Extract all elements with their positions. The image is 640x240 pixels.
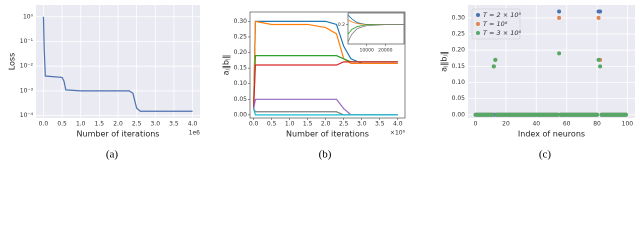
y-tick-label: 0.05 — [452, 95, 466, 102]
y-tick-label: 0.2 — [338, 22, 345, 28]
x-tick-label: 3.5 — [169, 121, 179, 128]
y-tick-label: 0.05 — [234, 96, 248, 103]
point — [595, 112, 600, 117]
x-tick-label: 40 — [532, 121, 540, 128]
x-offset-text: 1e6 — [189, 130, 201, 137]
y-tick-label: 10⁻³ — [20, 87, 34, 94]
line — [347, 24, 404, 43]
plot-background — [348, 13, 404, 44]
point — [491, 64, 496, 69]
point — [557, 51, 562, 56]
axes-frame — [249, 11, 406, 119]
x-tick-label: 0.5 — [57, 121, 67, 128]
x-tick-label: 3.5 — [375, 121, 385, 128]
x-tick-label: 100 — [622, 121, 634, 128]
legend-label: T = 10⁶ — [483, 20, 508, 28]
point — [623, 112, 628, 117]
point — [493, 57, 498, 62]
x-tick-label: 1.5 — [95, 121, 105, 128]
x-offset-text: ×10⁶ — [390, 130, 406, 137]
caption: (a) — [106, 149, 119, 161]
legend-label: T = 3 × 10⁶ — [483, 29, 522, 37]
y-tick-label: 0.10 — [452, 79, 466, 86]
axes-frame — [347, 12, 405, 45]
y-tick-label: 10⁻² — [20, 63, 34, 70]
line — [42, 16, 193, 112]
caption: (c) — [539, 149, 552, 161]
y-axis-label: Loss — [8, 53, 17, 71]
chart: 0 20 40 60 80 100 0.00 0.05 0.10 0.15 0.20 0.25 0.30… — [440, 5, 635, 161]
legend-marker — [476, 13, 480, 17]
legend-marker — [476, 31, 480, 35]
x-tick-label: 3.0 — [150, 121, 160, 128]
x-tick-label: 0.5 — [267, 121, 277, 128]
y-tick-label: 0.00 — [452, 111, 466, 118]
point — [490, 112, 495, 117]
y-tick-label: 10⁰ — [23, 13, 34, 20]
y-tick-label: 0.00 — [234, 111, 248, 118]
y-tick-label: 0.10 — [234, 80, 248, 87]
x-tick-label: 20000 — [378, 48, 392, 54]
legend-marker — [476, 22, 480, 26]
x-tick-label: 10000 — [360, 48, 374, 54]
x-tick-label: 4.0 — [393, 121, 403, 128]
x-tick-label: 1.5 — [303, 121, 313, 128]
legend-label: T = 2 × 10⁵ — [483, 11, 522, 19]
y-tick-label: 0.20 — [452, 47, 466, 54]
point — [596, 15, 601, 20]
y-tick-label: 10⁻¹ — [20, 38, 34, 45]
y-tick-label: 0.15 — [234, 65, 248, 72]
y-tick-label: 0.30 — [452, 14, 466, 21]
x-axis-label: Number of iterations — [77, 130, 160, 139]
x-tick-label: 0.0 — [249, 121, 259, 128]
x-tick-label: 4.0 — [188, 121, 198, 128]
point — [557, 15, 562, 20]
point — [598, 9, 603, 14]
legend-box — [471, 8, 521, 40]
chart: 10000 20000 0.2 — [338, 12, 405, 54]
chart: 0.0 0.5 1.0 1.5 2.0 2.5 3.0 3.5 4.0 10⁰ 10⁻¹ 10⁻² 10… — [8, 5, 201, 161]
x-tick-label: 2.5 — [339, 121, 349, 128]
y-axis-label: aⱼ‖bⱼ‖ — [440, 51, 449, 72]
x-tick-label: 20 — [502, 121, 510, 128]
caption: (b) — [319, 149, 332, 161]
point — [557, 9, 562, 14]
x-tick-label: 0 — [474, 121, 478, 128]
x-tick-label: 1.0 — [76, 121, 86, 128]
x-tick-label: 3.0 — [357, 121, 367, 128]
y-axis-label: aⱼ‖bⱼ‖ — [222, 55, 231, 76]
line — [253, 108, 398, 116]
x-axis-label: Number of iterations — [286, 130, 369, 139]
x-tick-label: 1.0 — [285, 121, 295, 128]
x-tick-label: 2.5 — [132, 121, 142, 128]
point — [555, 112, 560, 117]
x-tick-label: 0.0 — [39, 121, 49, 128]
point — [598, 64, 603, 69]
y-tick-label: 0.25 — [452, 31, 466, 38]
x-axis-label: Index of neurons — [518, 130, 585, 139]
y-tick-label: 0.25 — [234, 33, 248, 40]
x-tick-label: 80 — [593, 121, 601, 128]
x-tick-label: 60 — [563, 121, 571, 128]
x-tick-label: 2.0 — [113, 121, 123, 128]
point — [596, 57, 601, 62]
y-tick-label: 0.20 — [234, 49, 248, 56]
line — [253, 20, 398, 109]
figure: 0.0 0.5 1.0 1.5 2.0 2.5 3.0 3.5 4.0 10⁰ 10⁻¹ 10⁻² 10… — [8, 5, 635, 161]
x-tick-label: 2.0 — [321, 121, 331, 128]
y-tick-label: 0.15 — [452, 63, 466, 70]
line — [253, 20, 398, 109]
y-tick-label: 10⁻⁴ — [20, 112, 34, 119]
y-tick-label: 0.30 — [234, 18, 248, 25]
line — [253, 61, 398, 109]
